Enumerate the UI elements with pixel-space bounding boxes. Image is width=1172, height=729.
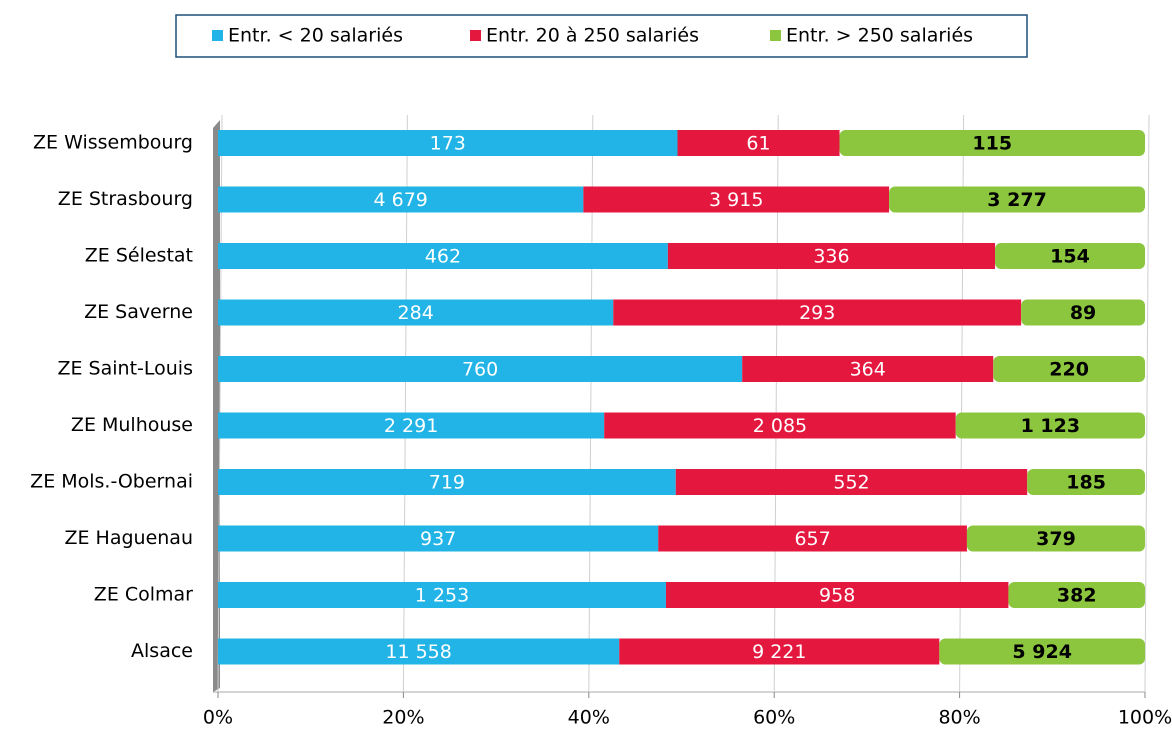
- bar-segment: [993, 356, 1145, 382]
- value-label: 1 123: [1021, 415, 1081, 437]
- bar-segment: [218, 243, 668, 269]
- bar-segment: [583, 186, 890, 213]
- value-label: 9 221: [752, 641, 806, 663]
- bar-segment: [665, 582, 1009, 608]
- bar-segment: [218, 638, 620, 665]
- legend-swatch: [770, 30, 781, 41]
- value-label: 293: [799, 302, 835, 324]
- value-label: 61: [746, 133, 770, 155]
- value-label: 185: [1066, 472, 1106, 494]
- value-label: 336: [813, 246, 849, 268]
- value-label: 552: [833, 472, 869, 494]
- value-label: 154: [1050, 246, 1090, 268]
- value-label: 5 924: [1012, 641, 1072, 663]
- x-tick-label: 20%: [382, 707, 424, 729]
- value-label: 173: [430, 133, 466, 155]
- x-tick-label: 100%: [1118, 707, 1172, 729]
- value-label: 115: [972, 133, 1012, 155]
- value-label: 89: [1070, 302, 1096, 324]
- y-tick-label: ZE Mulhouse: [71, 414, 193, 436]
- value-label: 382: [1057, 585, 1097, 607]
- value-label: 2 085: [753, 415, 807, 437]
- value-label: 3 915: [709, 189, 763, 211]
- bar-segment: [619, 638, 940, 665]
- bar-segment: [218, 469, 676, 495]
- bar-segment: [889, 186, 1145, 213]
- y-tick-label: ZE Wissembourg: [33, 132, 193, 154]
- value-label: 462: [425, 246, 461, 268]
- value-label: 2 291: [384, 415, 438, 437]
- x-tick-label: 80%: [938, 707, 980, 729]
- value-label: 379: [1036, 528, 1076, 550]
- bar-segment: [1027, 469, 1145, 495]
- legend-label: Entr. 20 à 250 salariés: [486, 25, 699, 47]
- value-label: 760: [462, 359, 498, 381]
- bar-segment: [218, 582, 666, 608]
- value-label: 3 277: [987, 189, 1047, 211]
- value-label: 11 558: [385, 641, 451, 663]
- legend-swatch: [212, 30, 223, 41]
- bar-segment: [218, 130, 678, 156]
- bar-segment: [1021, 299, 1145, 326]
- bar-segment: [939, 638, 1145, 665]
- y-tick-label: ZE Strasbourg: [58, 188, 193, 210]
- bar-segment: [1008, 582, 1145, 608]
- bar-segment: [839, 130, 1145, 156]
- bar-segment: [218, 299, 614, 326]
- legend-label: Entr. < 20 salariés: [228, 25, 403, 47]
- bar-segment: [742, 356, 994, 382]
- value-label: 364: [850, 359, 886, 381]
- bar-segment: [604, 412, 956, 439]
- y-tick-label: ZE Colmar: [94, 584, 193, 606]
- value-label: 958: [819, 585, 855, 607]
- bar-segment: [677, 130, 840, 156]
- bar-segment: [667, 243, 996, 269]
- bar-segment: [613, 299, 1022, 326]
- legend-box: [175, 14, 1028, 58]
- value-label: 657: [794, 528, 830, 550]
- legend-swatch: [470, 30, 481, 41]
- bar-segment: [218, 412, 605, 439]
- bar-segment: [995, 243, 1145, 269]
- x-tick-label: 0%: [203, 707, 233, 729]
- y-tick-label: Alsace: [131, 640, 193, 662]
- legend-label: Entr. > 250 salariés: [786, 25, 973, 47]
- x-tick-label: 40%: [568, 707, 610, 729]
- bar-segment: [658, 525, 967, 552]
- x-tick-label: 60%: [753, 707, 795, 729]
- bar-segment: [675, 469, 1028, 495]
- y-tick-label: ZE Mols.-Obernai: [30, 471, 193, 493]
- bar-segment: [955, 412, 1145, 439]
- value-label: 719: [429, 472, 465, 494]
- value-label: 220: [1049, 359, 1089, 381]
- y-tick-label: ZE Saint-Louis: [58, 358, 194, 380]
- bar-segment: [218, 356, 743, 382]
- bar-segment: [966, 525, 1145, 552]
- value-label: 937: [420, 528, 456, 550]
- bar-segment: [218, 525, 659, 552]
- y-tick-label: ZE Haguenau: [64, 527, 193, 549]
- y-tick-label: ZE Saverne: [84, 301, 193, 323]
- grid-line: [1144, 114, 1150, 693]
- value-label: 4 679: [373, 189, 427, 211]
- y-tick-label: ZE Sélestat: [85, 245, 193, 267]
- value-label: 1 253: [415, 585, 469, 607]
- value-label: 284: [398, 302, 434, 324]
- bar-segment: [218, 186, 584, 213]
